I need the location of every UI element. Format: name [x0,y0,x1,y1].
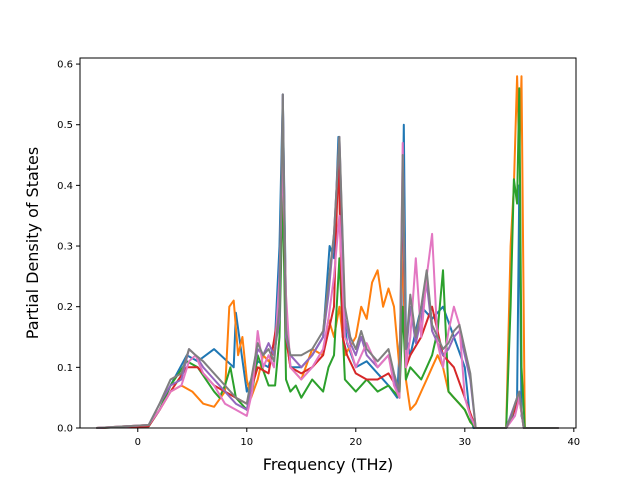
series-line-5 [96,93,559,429]
y-tick-label: 0.2 [57,302,73,313]
y-tick-label: 0.6 [57,60,73,71]
series-line-7 [96,93,559,429]
x-tick-label: 30 [458,437,471,448]
axes-frame [79,57,577,429]
x-tick-label: 20 [349,437,362,448]
y-tick-label: 0.4 [57,181,73,192]
y-axis-label: Partial Density of States [23,147,42,339]
series-line-6 [96,141,559,429]
x-tick-label: 40 [567,437,580,448]
series-layer [96,75,559,429]
x-axis-label: Frequency (THz) [263,455,393,474]
series-line-3 [96,87,559,429]
y-tick-label: 0.1 [57,363,73,374]
x-tick-label: 10 [240,437,253,448]
y-tick-label: 0.5 [57,120,73,131]
y-tick-label: 0.3 [57,242,73,253]
tick-layer: 0 10 20 30 40 0.0 0.1 0.2 0.3 0.4 0.5 0.6 [57,60,580,448]
y-tick-label: 0.0 [57,424,73,435]
x-tick-label: 0 [135,437,141,448]
